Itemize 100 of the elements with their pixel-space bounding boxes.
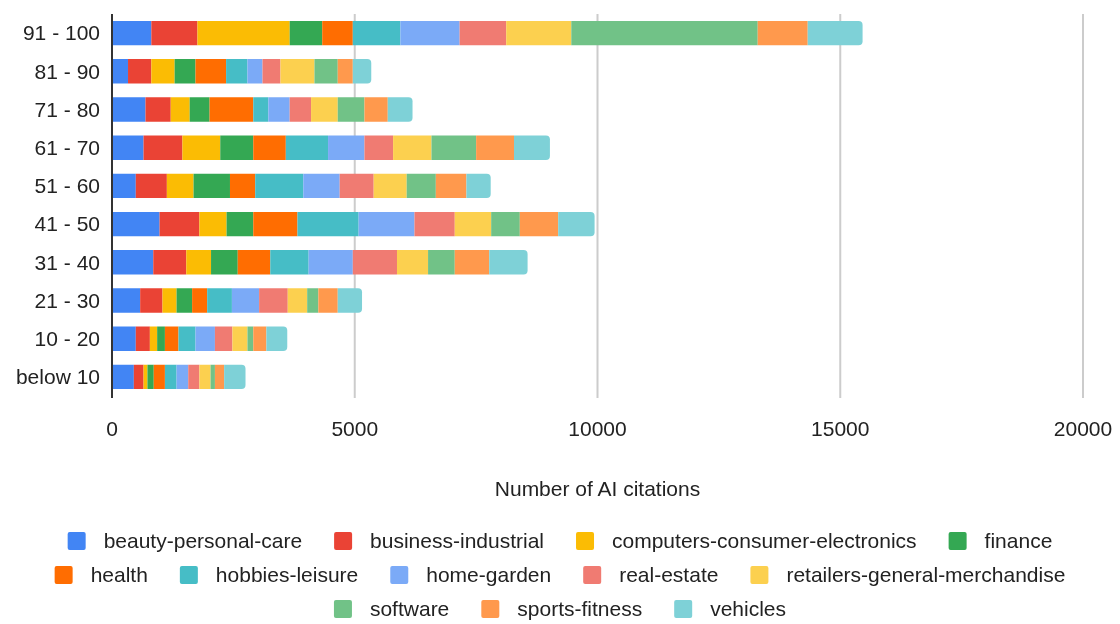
bar bbox=[396, 250, 429, 275]
bar bbox=[352, 20, 401, 46]
legend-label: home-garden bbox=[426, 563, 552, 587]
legend-label: business-industrial bbox=[370, 529, 545, 553]
bar bbox=[164, 326, 179, 351]
bar bbox=[435, 173, 467, 199]
bar bbox=[519, 211, 559, 237]
bar bbox=[192, 288, 208, 313]
bar bbox=[247, 326, 254, 351]
bar bbox=[210, 364, 215, 390]
bar bbox=[224, 364, 246, 390]
y-tick-label: 61 - 70 bbox=[34, 136, 100, 160]
bar bbox=[289, 20, 323, 46]
bar bbox=[153, 364, 165, 390]
bar bbox=[373, 173, 407, 199]
bar bbox=[199, 211, 227, 237]
bar bbox=[491, 211, 520, 237]
x-tick-label: 15000 bbox=[811, 417, 870, 441]
bar bbox=[112, 135, 144, 160]
bar bbox=[253, 97, 269, 122]
bar bbox=[339, 173, 374, 199]
bar bbox=[178, 326, 196, 351]
bar bbox=[112, 97, 146, 122]
bar bbox=[170, 97, 190, 122]
bar bbox=[220, 135, 254, 160]
bar bbox=[558, 211, 595, 237]
bar bbox=[231, 288, 260, 313]
bar bbox=[112, 364, 134, 390]
legend-label: computers-consumer-electronics bbox=[612, 529, 917, 553]
bar bbox=[266, 326, 288, 351]
bar bbox=[182, 135, 221, 160]
y-tick-label: 51 - 60 bbox=[34, 174, 100, 198]
bar bbox=[414, 211, 455, 237]
bar bbox=[431, 135, 477, 160]
bar bbox=[262, 59, 281, 84]
bar bbox=[207, 288, 232, 313]
bar bbox=[147, 364, 154, 390]
bar bbox=[112, 20, 152, 46]
bar bbox=[259, 288, 288, 313]
bar bbox=[807, 20, 863, 46]
bar bbox=[358, 211, 415, 237]
bar bbox=[280, 59, 315, 84]
bar bbox=[151, 20, 198, 46]
bar bbox=[352, 59, 372, 84]
bar bbox=[214, 364, 225, 390]
bar bbox=[253, 326, 267, 351]
legend-label: software bbox=[369, 597, 450, 621]
bar bbox=[195, 326, 215, 351]
bar bbox=[308, 250, 353, 275]
bar bbox=[364, 135, 394, 160]
bar bbox=[232, 326, 248, 351]
bar bbox=[189, 97, 210, 122]
bar bbox=[135, 173, 167, 199]
bar bbox=[128, 59, 152, 84]
bar bbox=[226, 59, 248, 84]
y-tick-label: 21 - 30 bbox=[34, 288, 100, 312]
bar bbox=[400, 20, 460, 46]
bar bbox=[112, 211, 160, 237]
bar bbox=[199, 364, 211, 390]
bar bbox=[164, 364, 177, 390]
bar bbox=[247, 59, 263, 84]
bar bbox=[145, 97, 171, 122]
bar bbox=[197, 20, 290, 46]
bar bbox=[214, 326, 233, 351]
y-tick-label: 71 - 80 bbox=[34, 97, 100, 121]
bar bbox=[459, 20, 507, 46]
bar bbox=[489, 250, 528, 275]
x-tick-label: 0 bbox=[106, 417, 118, 441]
bar bbox=[157, 326, 165, 351]
bar bbox=[311, 97, 338, 122]
bar bbox=[337, 59, 353, 84]
legend-label: retailers-general-merchandise bbox=[786, 563, 1066, 587]
bar bbox=[112, 59, 129, 84]
bar bbox=[454, 250, 490, 275]
legend-label: sports-fitness bbox=[517, 597, 643, 621]
bar bbox=[153, 250, 187, 275]
bar bbox=[176, 288, 193, 313]
bar bbox=[289, 97, 312, 122]
bar bbox=[135, 326, 150, 351]
bar bbox=[352, 250, 397, 275]
bar bbox=[253, 135, 286, 160]
bar bbox=[237, 250, 271, 275]
bar bbox=[571, 20, 758, 46]
bar bbox=[454, 211, 492, 237]
bar bbox=[364, 97, 388, 122]
bar bbox=[166, 173, 194, 199]
bar bbox=[226, 211, 254, 237]
legend-label: health bbox=[90, 563, 148, 587]
bar bbox=[174, 59, 196, 84]
bar bbox=[140, 288, 163, 313]
bar bbox=[314, 59, 338, 84]
legend-label: beauty-personal-care bbox=[103, 529, 303, 553]
bar bbox=[387, 97, 413, 122]
x-axis-title: Number of AI citations bbox=[494, 477, 701, 501]
bar bbox=[307, 288, 319, 313]
bar bbox=[209, 97, 254, 122]
y-tick-label: 10 - 20 bbox=[34, 327, 100, 351]
bar bbox=[112, 326, 136, 351]
y-tick-label: 41 - 50 bbox=[34, 212, 100, 236]
bar bbox=[337, 288, 363, 313]
